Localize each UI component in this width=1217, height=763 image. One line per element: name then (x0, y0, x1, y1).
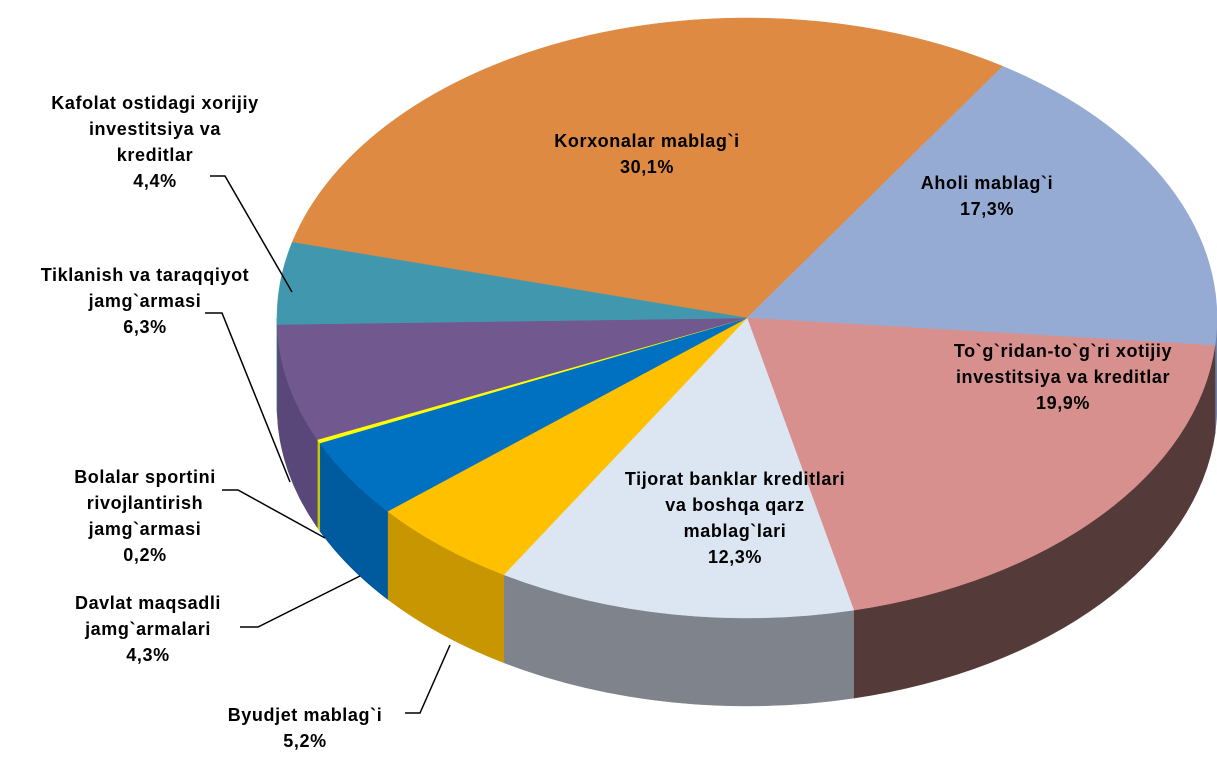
value-label: 0,2% (123, 545, 167, 565)
slice-label: Aholi mablag`i 17,3% (887, 170, 1087, 222)
sides (276, 317, 1217, 707)
value-label: 19,9% (1035, 393, 1091, 413)
slice-label: Korxonalar mablag`i 30,1% (512, 128, 782, 180)
category-label: Kafolat ostidagi xorijiy investitsiya va… (51, 93, 259, 165)
slice (276, 317, 748, 440)
category-label: Davlat maqsadli jamg`armalari (74, 593, 222, 639)
slice-label: Bolalar sportini rivojlantirish jamg`arm… (60, 464, 230, 568)
value-label: 12,3% (707, 547, 763, 567)
slice (387, 317, 748, 576)
slice (503, 317, 855, 619)
slice-side (317, 438, 321, 532)
category-label: Bolalar sportini rivojlantirish jamg`arm… (74, 467, 216, 539)
category-label: To`g`ridan-to`g`ri xotijiy investitsiya … (953, 341, 1173, 387)
tops (276, 17, 1217, 619)
slice-label: Byudjet mablag`i 5,2% (185, 702, 425, 754)
category-label: Korxonalar mablag`i (554, 131, 740, 151)
value-label: 30,1% (619, 157, 675, 177)
leader-line (205, 312, 291, 483)
value-label: 6,3% (123, 317, 167, 337)
slice-label: Davlat maqsadli jamg`armalari 4,3% (48, 590, 248, 668)
slice-label: Tijorat banklar kreditlari va boshqa qar… (615, 466, 855, 570)
value-label: 17,3% (959, 199, 1015, 219)
value-label: 4,4% (133, 171, 177, 191)
leader-line (240, 575, 361, 628)
category-label: Aholi mablag`i (920, 173, 1054, 193)
slice (746, 317, 1216, 611)
category-label: Byudjet mablag`i (227, 705, 383, 725)
slice (291, 17, 1004, 319)
leader-line (222, 489, 326, 539)
category-label: Tiklanish va taraqqiyot jamg`armasi (40, 265, 250, 311)
slice-label: To`g`ridan-to`g`ri xotijiy investitsiya … (938, 338, 1188, 416)
leader-line (405, 644, 451, 714)
value-label: 5,2% (283, 731, 327, 751)
leader-line (210, 175, 293, 293)
value-label: 4,3% (126, 645, 170, 665)
slice-label: Tiklanish va taraqqiyot jamg`armasi 6,3% (0, 262, 290, 340)
slice-label: Kafolat ostidagi xorijiy investitsiya va… (50, 90, 260, 194)
slice (276, 242, 748, 325)
category-label: Tijorat banklar kreditlari va boshqa qar… (624, 469, 846, 541)
